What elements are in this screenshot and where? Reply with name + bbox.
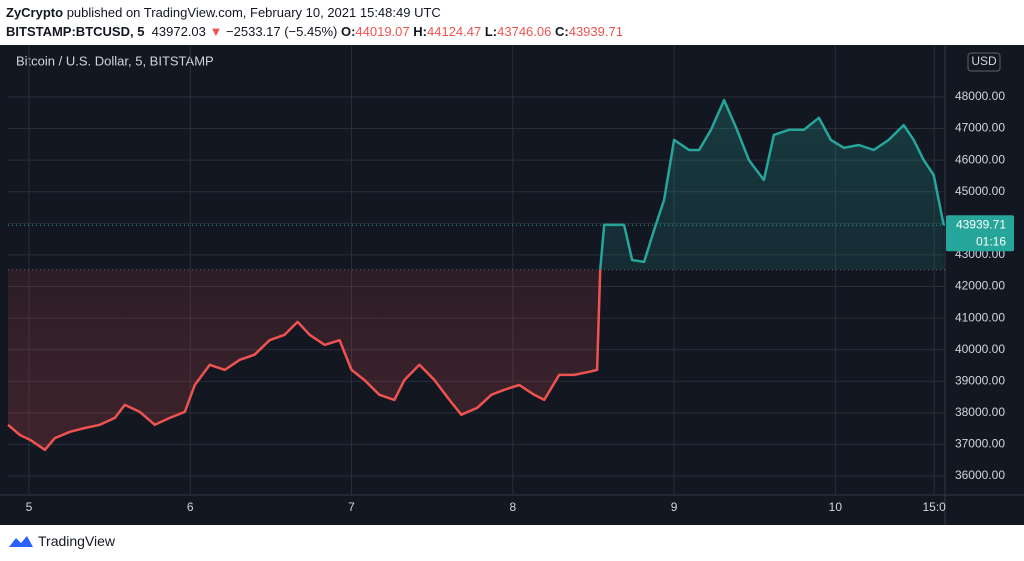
y-tick-label: 36000.00 xyxy=(955,468,1005,482)
chart: Bitcoin / U.S. Dollar, 5, BITSTAMP 36000… xyxy=(0,45,1024,525)
x-tick-label: 6 xyxy=(187,500,194,514)
h-label: H: xyxy=(413,24,427,39)
y-tick-label: 47000.00 xyxy=(955,121,1005,135)
close: 43939.71 xyxy=(568,24,623,39)
footer: TradingView xyxy=(8,533,115,549)
y-tick-label: 48000.00 xyxy=(955,89,1005,103)
arrow: ▼ xyxy=(209,24,223,39)
currency: USD xyxy=(971,54,997,68)
price-tag xyxy=(946,215,1014,252)
price-tag-label: 43939.71 xyxy=(956,217,1006,231)
y-tick-label: 38000.00 xyxy=(955,405,1005,419)
chart-title: Bitcoin / U.S. Dollar, 5, BITSTAMP xyxy=(16,53,214,68)
change: −2533.17 (−5.45%) xyxy=(226,24,338,39)
header-line: ZyCrypto published on TradingView.com, F… xyxy=(6,3,623,22)
price-line xyxy=(7,269,602,452)
y-tick-label: 39000.00 xyxy=(955,373,1005,387)
y-tick-label: 42000.00 xyxy=(955,279,1005,293)
price-line xyxy=(598,98,945,270)
published: published on TradingView.com, February 1… xyxy=(66,5,441,20)
c-label: C: xyxy=(555,24,569,39)
y-tick-label: 45000.00 xyxy=(955,184,1005,198)
logo xyxy=(9,536,33,547)
y-tick-label: 46000.00 xyxy=(955,152,1005,166)
author: ZyCrypto xyxy=(6,5,64,20)
x-tick-label: 8 xyxy=(509,500,516,514)
y-tick-label: 40000.00 xyxy=(955,342,1005,356)
price: 43972.03 xyxy=(151,24,206,39)
x-tick-label: 10 xyxy=(829,500,843,514)
header-line: BITSTAMP:BTCUSD, 5 43972.03 ▼ −2533.17 (… xyxy=(6,22,623,41)
open: 44019.07 xyxy=(355,24,410,39)
low: 43746.06 xyxy=(497,24,552,39)
x-tick-label: 9 xyxy=(671,500,678,514)
x-tick-label: 5 xyxy=(26,500,33,514)
x-tick-label: 15:0 xyxy=(923,500,947,514)
y-tick-label: 37000.00 xyxy=(955,437,1005,451)
currency-box xyxy=(967,52,1001,72)
brand: TradingView xyxy=(38,533,116,549)
symbol: BITSTAMP:BTCUSD, 5 xyxy=(6,24,145,39)
y-tick-label: 41000.00 xyxy=(955,310,1005,324)
high: 44124.47 xyxy=(427,24,482,39)
area xyxy=(8,269,601,450)
header: ZyCrypto published on TradingView.com, F… xyxy=(6,3,623,41)
area xyxy=(8,100,944,270)
countdown: 01:16 xyxy=(976,234,1006,248)
x-tick-label: 7 xyxy=(348,500,355,514)
o-label: O: xyxy=(340,24,356,39)
l-label: L: xyxy=(484,24,498,39)
